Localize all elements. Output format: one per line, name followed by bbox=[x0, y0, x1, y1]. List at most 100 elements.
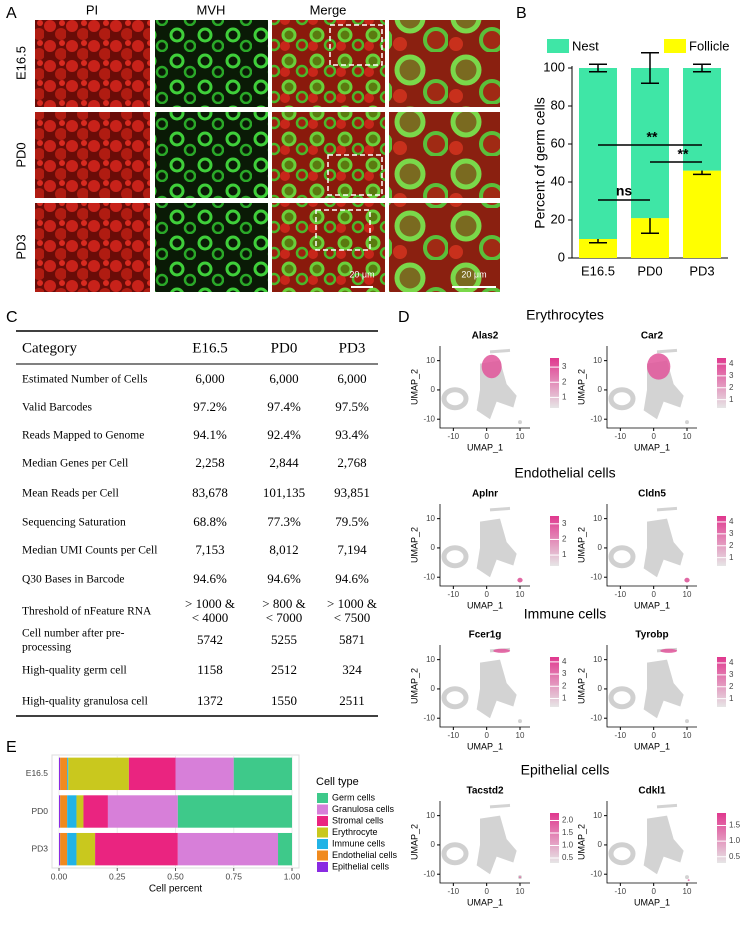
image bbox=[155, 203, 268, 292]
y-tick-label: 0 bbox=[431, 840, 436, 849]
table-cell: Sequencing Saturation bbox=[22, 517, 126, 529]
table-cell: Mean Reads per Cell bbox=[22, 488, 119, 500]
y-tick-label: PD3 bbox=[31, 843, 48, 853]
y-tick-label: 0 bbox=[558, 249, 565, 264]
y-tick-label: 10 bbox=[426, 514, 435, 523]
x-axis-title: UMAP_1 bbox=[634, 897, 670, 907]
x-tick-label: 0 bbox=[484, 731, 489, 740]
legend-title: Cell type bbox=[316, 776, 359, 788]
table-cell: 2,844 bbox=[269, 455, 299, 470]
umap-cluster bbox=[441, 842, 469, 866]
legend-swatch bbox=[317, 827, 328, 838]
umap-cluster bbox=[476, 659, 517, 719]
umap-cluster bbox=[489, 803, 511, 809]
y-tick-label: 10 bbox=[426, 356, 435, 365]
umap-expression bbox=[687, 879, 690, 881]
axis bbox=[606, 346, 697, 429]
error-bar bbox=[641, 52, 659, 84]
legend-label: Immune cells bbox=[332, 838, 386, 848]
y-tick-label: 60 bbox=[551, 135, 565, 150]
bar-segment bbox=[579, 239, 617, 258]
colorbar-label: 1 bbox=[562, 694, 567, 703]
legend-swatch bbox=[317, 804, 328, 815]
gene-title: Alas2 bbox=[472, 331, 499, 342]
x-tick-label: PD3 bbox=[689, 263, 714, 278]
y-tick-label: 10 bbox=[593, 655, 602, 664]
colorbar-label: 1.5 bbox=[729, 821, 740, 830]
x-tick-label: 10 bbox=[516, 887, 525, 896]
axis bbox=[606, 801, 697, 884]
colorbar-label: 2 bbox=[562, 377, 567, 386]
axis bbox=[606, 504, 697, 587]
table-cell: 92.4% bbox=[267, 427, 301, 442]
bar-segment bbox=[683, 170, 721, 258]
image bbox=[272, 20, 385, 107]
x-tick-label: -10 bbox=[615, 731, 627, 740]
bar-segment bbox=[683, 68, 721, 171]
table-cell: 2512 bbox=[271, 662, 297, 677]
bar-segment bbox=[579, 68, 617, 239]
x-tick-label: -10 bbox=[448, 590, 460, 599]
axis bbox=[439, 645, 530, 728]
colorbar-label: 1 bbox=[562, 550, 567, 559]
umap-cluster bbox=[685, 420, 689, 425]
bar-segment bbox=[60, 795, 68, 828]
umap-cluster bbox=[518, 420, 522, 425]
table-cell: 2,768 bbox=[337, 455, 366, 470]
umap-expression bbox=[660, 648, 678, 653]
x-tick-label: 1.00 bbox=[284, 871, 301, 881]
umap-expression bbox=[517, 577, 523, 583]
x-tick-label: 10 bbox=[683, 887, 692, 896]
umap-expression bbox=[519, 876, 521, 879]
colorbar-label: 1 bbox=[729, 553, 734, 562]
y-tick-label: 10 bbox=[593, 356, 602, 365]
umap-expression bbox=[647, 353, 671, 380]
colorbar bbox=[717, 813, 726, 863]
umap-cluster bbox=[643, 518, 684, 578]
x-axis-title: UMAP_1 bbox=[634, 442, 670, 452]
x-tick-label: 0.00 bbox=[51, 871, 68, 881]
y-tick-label: -10 bbox=[423, 869, 435, 878]
legend-label: Endothelial cells bbox=[332, 850, 398, 860]
image bbox=[389, 112, 500, 198]
colorbar bbox=[550, 657, 559, 707]
gene-title: Tacstd2 bbox=[466, 786, 503, 797]
umap-cells bbox=[608, 647, 689, 724]
gene-title: Cldn5 bbox=[638, 489, 666, 500]
zoom-box bbox=[327, 154, 383, 196]
umap-cluster bbox=[489, 348, 511, 354]
colorbar-label: 2 bbox=[562, 535, 567, 544]
row-label: PD3 bbox=[13, 234, 28, 259]
y-tick-label: 20 bbox=[551, 211, 565, 226]
bar-segment bbox=[95, 832, 178, 866]
umap-cluster bbox=[685, 719, 689, 724]
legend-label: Germ cells bbox=[332, 792, 376, 802]
colorbar bbox=[550, 516, 559, 566]
x-tick-label: 0 bbox=[484, 887, 489, 896]
y-axis-title: Percent of germ cells bbox=[532, 97, 548, 229]
table-cell: High-quality germ cell bbox=[22, 665, 127, 677]
table-cell: Valid Barcodes bbox=[22, 402, 92, 414]
colorbar-label: 2 bbox=[729, 682, 734, 691]
bar-segment bbox=[631, 68, 669, 219]
zoom-box bbox=[315, 209, 371, 251]
table-cell: Median Genes per Cell bbox=[22, 458, 128, 470]
colorbar-label: 3 bbox=[729, 371, 734, 380]
annotation: ** bbox=[678, 146, 689, 162]
y-tick-label: -10 bbox=[423, 414, 435, 423]
table-cell: Reads Mapped to Genome bbox=[22, 430, 144, 442]
gene-title: Aplnr bbox=[472, 489, 498, 500]
colorbar bbox=[717, 657, 726, 707]
bar-segment bbox=[58, 757, 61, 791]
image bbox=[35, 112, 150, 198]
y-tick-label: -10 bbox=[590, 414, 602, 423]
gene-title: Cdkl1 bbox=[638, 786, 666, 797]
umap-cluster bbox=[518, 719, 522, 724]
y-tick-label: 0 bbox=[598, 840, 603, 849]
table-cell: 93,851 bbox=[334, 485, 370, 500]
bar-segment bbox=[177, 795, 293, 828]
y-tick-label: E16.5 bbox=[26, 768, 48, 778]
table-cell: 1372 bbox=[197, 693, 223, 708]
gene-title: Car2 bbox=[641, 331, 664, 342]
